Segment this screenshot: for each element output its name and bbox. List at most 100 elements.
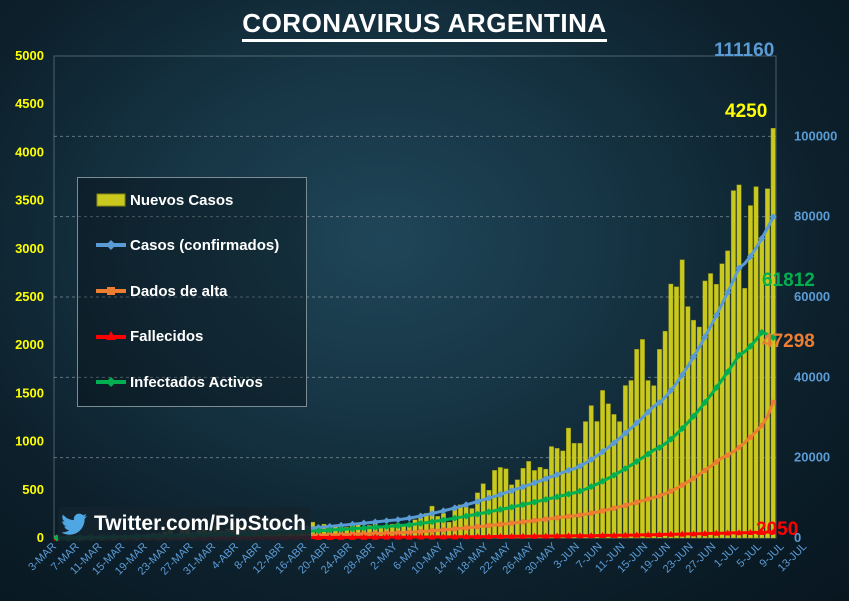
y-left-tick-label: 4500 (15, 96, 44, 111)
bar-new-cases (480, 483, 486, 539)
line-marker (746, 252, 754, 260)
line-marker (759, 423, 765, 429)
line-marker (758, 528, 766, 535)
chart-legend: Nuevos Casos Casos (confirmados) Dados d… (77, 177, 307, 407)
line-marker (712, 384, 720, 392)
bar-new-cases (554, 448, 560, 539)
line-marker (678, 371, 686, 379)
line-marker (621, 465, 629, 473)
bar-new-cases (571, 443, 577, 539)
line-marker (621, 531, 629, 538)
line-marker (769, 333, 777, 341)
line-marker (701, 530, 709, 537)
line-marker (348, 520, 356, 528)
line-marker (485, 508, 493, 516)
line-marker (508, 487, 516, 495)
line-marker (564, 466, 572, 474)
line-marker (667, 530, 675, 537)
line-marker (530, 532, 538, 539)
line-marker (656, 493, 662, 499)
bar-new-cases (719, 263, 725, 539)
line-marker (747, 434, 753, 440)
bar-new-cases (742, 288, 748, 539)
line-marker (474, 533, 482, 540)
line-marker (724, 368, 732, 376)
line-marker (713, 459, 719, 465)
bar-new-cases (679, 259, 685, 539)
legend-label: Infectados Activos (130, 373, 263, 391)
line-marker (679, 482, 685, 488)
line-marker (554, 515, 560, 521)
line-marker (475, 524, 481, 530)
line-marker (758, 328, 766, 336)
bar-new-cases (702, 280, 708, 539)
line-marker (668, 488, 674, 494)
line-marker (462, 533, 470, 540)
chart-title: CORONAVIRUS ARGENTINA (0, 8, 849, 42)
line-marker (725, 452, 731, 458)
y-left-tick-label: 3500 (15, 193, 44, 208)
bar-new-cases (514, 479, 520, 539)
y-right-tick-label: 40000 (794, 369, 830, 384)
y-left-tick-label: 5000 (15, 48, 44, 63)
line-marker (678, 425, 686, 433)
y-left-tick-label: 4000 (15, 144, 44, 159)
line-marker (724, 288, 732, 296)
line-marker (564, 490, 572, 498)
bar-new-cases (526, 461, 532, 539)
line-marker (417, 519, 425, 527)
line-marker (735, 529, 743, 536)
line-marker (758, 234, 766, 242)
line-marker (439, 533, 447, 540)
end-label-deaths: 2050 (756, 519, 799, 540)
line-marker (418, 529, 424, 535)
line-marker (439, 507, 447, 515)
bar-new-cases (634, 349, 640, 539)
end-label-new-cases: 4250 (725, 101, 768, 122)
line-marker (542, 475, 550, 483)
line-marker (543, 516, 549, 522)
line-marker (644, 408, 652, 416)
x-tick-label: 5-JUL (735, 541, 764, 570)
line-marker (440, 527, 446, 533)
line-marker (383, 533, 391, 540)
line-marker (474, 510, 482, 518)
line-marker (588, 510, 594, 516)
line-marker (371, 533, 379, 540)
line-marker (451, 514, 459, 522)
line-marker (701, 398, 709, 406)
line-marker (360, 533, 368, 540)
line-marker (769, 213, 777, 221)
bar-new-cases (725, 250, 731, 539)
bar-new-cases (566, 427, 571, 539)
line-marker (428, 510, 436, 518)
legend-label: Dados de alta (130, 282, 228, 300)
line-marker (326, 526, 334, 534)
y-left-tick-label: 3000 (15, 241, 44, 256)
line-marker (314, 527, 322, 535)
y-left-tick-label: 2000 (15, 337, 44, 352)
line-marker (633, 531, 641, 538)
line-marker (576, 532, 584, 539)
line-marker (599, 448, 607, 456)
bar-swatch-icon (96, 193, 126, 207)
line-marker (655, 444, 663, 452)
y-right-tick-label: 0 (794, 530, 801, 545)
line-marker (553, 493, 561, 501)
line-marker (337, 533, 345, 540)
legend-item-new-cases: Nuevos Casos (96, 190, 233, 210)
bar-new-cases (588, 405, 594, 539)
bar-new-cases (594, 421, 600, 539)
bar-new-cases (639, 339, 645, 539)
line-marker (701, 333, 709, 341)
line-marker (599, 477, 607, 485)
line-marker (553, 532, 561, 539)
x-tick-label: 1-JUL (712, 541, 741, 570)
line-marker (769, 528, 777, 535)
y-right-tick-label: 60000 (794, 289, 830, 304)
line-marker (428, 518, 436, 526)
line-marker (599, 532, 607, 539)
line-marker (496, 532, 504, 539)
twitter-credit[interactable]: Twitter.com/PipStoch (58, 507, 311, 541)
